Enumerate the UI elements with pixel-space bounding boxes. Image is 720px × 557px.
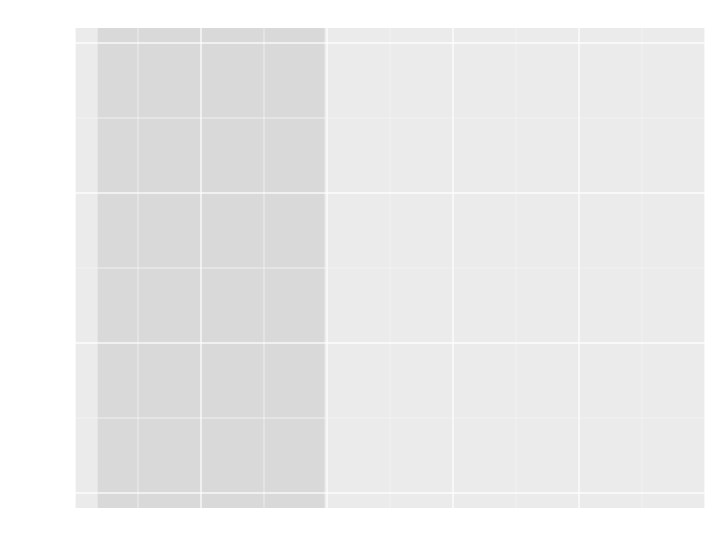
chart-svg: [0, 0, 720, 557]
